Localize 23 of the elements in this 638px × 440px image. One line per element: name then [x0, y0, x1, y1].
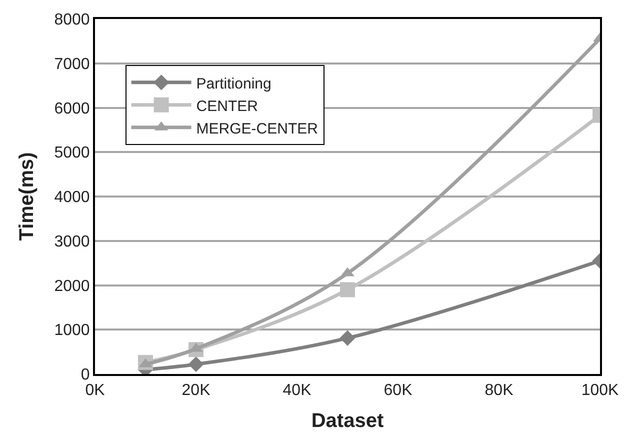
y-tick-label: 1000 — [54, 322, 90, 340]
y-tick-label: 7000 — [54, 56, 90, 73]
x-axis-title: Dataset — [311, 410, 384, 432]
x-tick-label: 0K — [85, 382, 106, 400]
point — [340, 330, 356, 346]
x-tick-label: 80K — [484, 382, 514, 400]
y-tick-label: 6000 — [54, 100, 90, 118]
y-tick-label: 4000 — [54, 189, 90, 206]
point — [188, 356, 204, 372]
y-tick-label: 0 — [80, 366, 90, 384]
legend-label: Partitioning — [196, 75, 272, 92]
y-tick-label: 8000 — [54, 12, 90, 29]
y-tick-label: 2000 — [54, 278, 90, 295]
x-tick-label: 100K — [581, 382, 620, 400]
y-tick-label: 5000 — [54, 144, 90, 162]
x-tick-label: 20K — [182, 382, 211, 400]
y-tick-label: 3000 — [54, 233, 90, 250]
legend-label: MERGE-CENTER — [196, 120, 318, 138]
y-axis-title: Time(ms) — [16, 152, 38, 241]
x-tick-label: 60K — [384, 382, 413, 400]
point — [340, 282, 355, 298]
x-tick-label: 40K — [282, 382, 312, 400]
legend-label: CENTER — [196, 98, 258, 115]
